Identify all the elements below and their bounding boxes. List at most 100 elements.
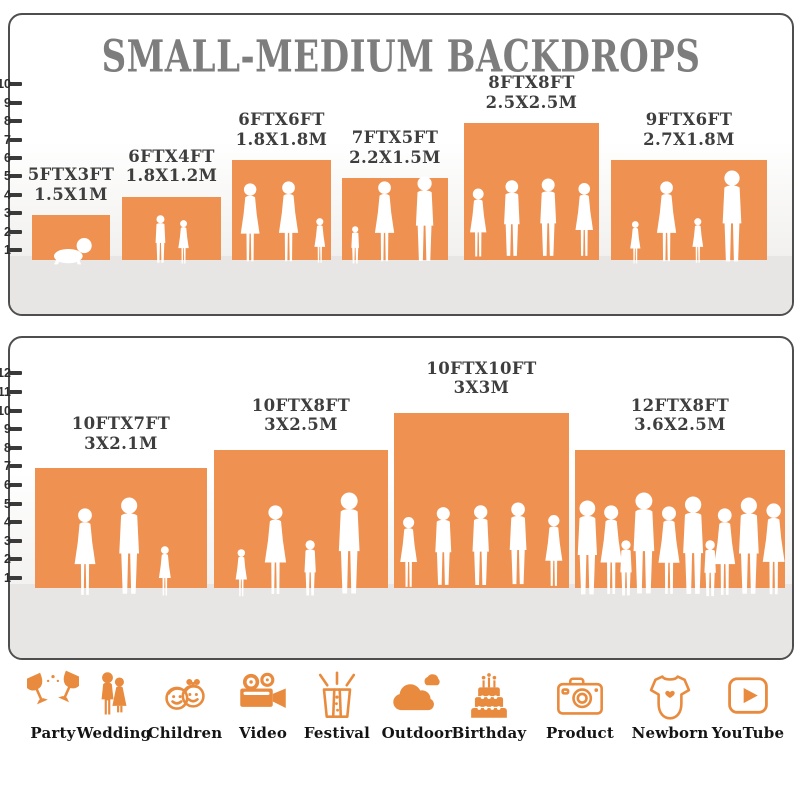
person-man-silhouette <box>738 497 759 594</box>
y-axis-tick-mark <box>9 483 22 487</box>
y-axis-tick-mark <box>9 408 22 413</box>
y-axis-tick-mark <box>9 390 22 394</box>
backdrop-size-label: 9FTX6FT 2.7X1.8M <box>643 110 735 149</box>
legend-item-video: Video <box>217 668 309 742</box>
legend-item-party: Party <box>7 668 99 742</box>
wedding-icon <box>87 668 141 722</box>
y-axis-tick-label: 1 <box>4 571 11 585</box>
legend-label: Product <box>545 724 615 742</box>
legend-label: YouTube <box>711 724 785 742</box>
person-woman-silhouette <box>714 507 736 595</box>
y-axis-tick-mark <box>9 557 22 562</box>
festival-icon <box>310 668 364 722</box>
backdrop-size-label: 5FTX3FT 1.5X1M <box>28 165 115 204</box>
backdrop-size-label: 12FTX8FT 3.6X2.5M <box>631 396 729 435</box>
y-axis-tick-label: 5 <box>4 496 11 511</box>
person-woman-silhouette <box>656 181 677 262</box>
backdrop-size-label: 8FTX8FT 2.5X2.5M <box>486 73 578 112</box>
backdrop-size-label: 10FTX7FT 3X2.1M <box>72 414 170 453</box>
person-girl-silhouette <box>159 546 172 596</box>
y-axis-tick-mark <box>9 100 22 105</box>
person-boy-silhouette <box>620 540 632 596</box>
people-silhouette-group <box>32 235 110 265</box>
legend-label: Newborn <box>631 724 709 742</box>
y-axis-tick-mark <box>9 119 22 124</box>
people-silhouette-group <box>232 181 331 265</box>
outdoor-icon <box>390 668 444 722</box>
panel-small-medium-backdrops: SMALL-MEDIUM BACKDROPS 5FTX3FT 1.5X1M 6FTX… <box>0 13 794 316</box>
people-silhouette-group <box>611 170 767 265</box>
legend-item-festival: Festival <box>291 668 383 742</box>
legend-label: Festival <box>303 724 371 742</box>
person-woman-silhouette <box>400 516 418 587</box>
size-label-ft: 7FTX5FT <box>351 128 439 148</box>
y-axis-tick-label: 6 <box>4 151 11 165</box>
y-axis-tick-mark <box>9 538 22 543</box>
panel-large-backdrops: 10FTX7FT 3X2.1M 10FTX8FT 3X2.5M 10FTX10FT 3X3… <box>0 336 794 660</box>
backdrop-size-label: 7FTX5FT 2.2X1.5M <box>349 128 441 167</box>
size-label-m: 1.8X1.8M <box>235 129 328 149</box>
legend-item-product: Product <box>534 668 626 742</box>
party-icon <box>26 668 80 722</box>
person-man-silhouette <box>338 492 360 594</box>
person-woman-silhouette <box>470 188 487 257</box>
video-icon <box>236 668 290 722</box>
size-label-m: 3X2.1M <box>84 433 158 453</box>
person-woman-silhouette <box>374 181 395 262</box>
legend-item-newborn: Newborn <box>624 668 716 742</box>
size-label-m: 3X2.5M <box>264 415 338 435</box>
y-axis-tick-mark <box>9 445 22 450</box>
person-girl-silhouette <box>235 549 247 597</box>
panel-top-canvas: SMALL-MEDIUM BACKDROPS 5FTX3FT 1.5X1M 6FTX… <box>8 13 794 316</box>
legend-item-youtube: YouTube <box>702 668 794 742</box>
ground-strip <box>10 584 792 658</box>
y-axis-tick-mark <box>9 464 22 469</box>
backdrop-bar-6ftx4ft <box>122 196 221 260</box>
ground-strip <box>10 256 792 314</box>
y-axis-tick-label: 4 <box>4 515 11 530</box>
size-label-ft: 6FTX6FT <box>238 110 325 130</box>
person-woman-silhouette <box>658 506 680 595</box>
person-man-silhouette <box>416 176 434 262</box>
y-axis-tick-mark <box>9 174 22 179</box>
people-silhouette-group <box>394 492 569 598</box>
panel-bottom-canvas: 10FTX7FT 3X2.1M 10FTX8FT 3X2.5M 10FTX10FT 3X3… <box>8 336 794 660</box>
person-man-silhouette <box>722 170 741 262</box>
size-label-ft: 5FTX3FT <box>27 165 115 185</box>
person-woman-silhouette <box>240 183 260 262</box>
category-legend: Party Wedding Children Video Festival Outdoor… <box>0 664 800 780</box>
person-girl-silhouette <box>630 220 641 264</box>
size-label-m: 1.5X1M <box>34 184 108 204</box>
y-axis-tick-label: 4 <box>4 187 11 202</box>
backdrop-size-label: 10FTX10FT 3X3M <box>426 359 536 398</box>
size-label-m: 1.8X1.2M <box>125 166 218 186</box>
backdrop-bar-8ftx8ft <box>464 123 599 260</box>
size-label-ft: 12FTX8FT <box>630 395 730 415</box>
product-icon <box>553 668 607 722</box>
person-boy-silhouette <box>304 540 317 596</box>
person-man-silhouette <box>435 507 452 586</box>
person-man-silhouette <box>119 497 140 594</box>
y-axis-tick-mark <box>9 192 22 197</box>
person-baby-crawl-silhouette <box>53 237 92 265</box>
people-silhouette-group <box>464 172 599 265</box>
size-label-m: 3.6X2.5M <box>634 415 726 435</box>
person-woman-silhouette <box>762 503 785 595</box>
y-axis-tick-label: 2 <box>4 224 11 239</box>
y-axis-tick-mark <box>9 520 22 525</box>
birthday-icon <box>462 668 516 722</box>
y-axis-tick-label: 9 <box>4 422 11 437</box>
person-girl-silhouette <box>692 218 704 264</box>
person-woman-silhouette <box>279 181 299 262</box>
size-label-m: 2.2X1.5M <box>349 147 441 167</box>
size-label-ft: 10FTX7FT <box>71 414 171 434</box>
y-axis-tick-mark <box>9 576 22 580</box>
legend-label: Birthday <box>451 724 527 742</box>
children-icon <box>158 668 212 722</box>
people-silhouette-group <box>122 215 221 265</box>
people-silhouette-group <box>575 492 785 598</box>
legend-item-outdoor: Outdoor <box>371 668 463 742</box>
person-man-silhouette <box>509 502 527 585</box>
person-woman-silhouette <box>574 183 593 257</box>
y-axis-tick-mark <box>9 427 22 432</box>
